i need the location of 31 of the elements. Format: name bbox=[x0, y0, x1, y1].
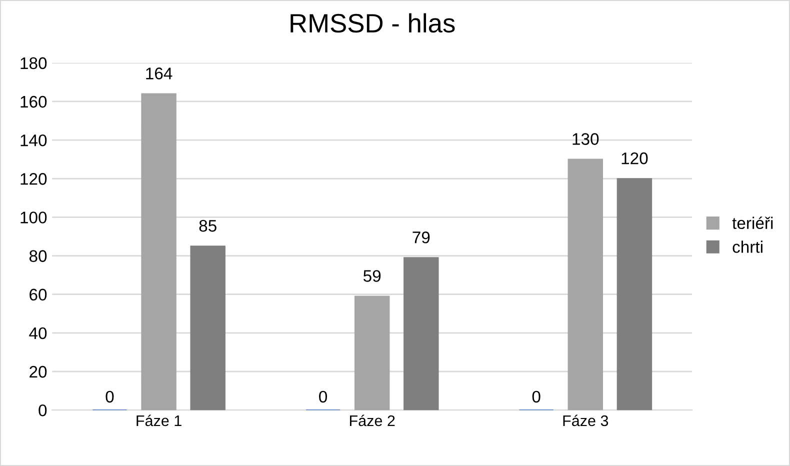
data-label: 0 bbox=[319, 390, 328, 403]
x-tick-label: Fáze 1 bbox=[136, 414, 182, 426]
bar bbox=[404, 257, 439, 410]
x-tick-label: Fáze 2 bbox=[350, 414, 395, 426]
data-label: 0 bbox=[532, 390, 540, 403]
y-tick-label: 100 bbox=[20, 212, 47, 224]
y-tick-label: 0 bbox=[38, 404, 47, 416]
data-label: 85 bbox=[199, 220, 216, 232]
y-tick-label: 180 bbox=[20, 57, 47, 70]
data-label: 120 bbox=[622, 152, 648, 164]
y-tick-label: 120 bbox=[20, 173, 47, 185]
y-tick-label: 160 bbox=[20, 96, 47, 108]
x-tick-label: Fáze 3 bbox=[563, 414, 608, 426]
data-label: 59 bbox=[363, 270, 381, 282]
y-tick-label: 80 bbox=[29, 250, 47, 262]
bar bbox=[190, 246, 226, 410]
bar bbox=[354, 296, 390, 410]
data-label: 164 bbox=[146, 68, 172, 80]
legend-label: teriéři bbox=[732, 216, 773, 230]
bar bbox=[141, 93, 176, 410]
data-label: 79 bbox=[412, 232, 430, 244]
y-tick-label: 60 bbox=[30, 288, 47, 301]
chart-title: RMSSD - hlas bbox=[290, 13, 455, 33]
y-tick-label: 40 bbox=[29, 327, 47, 340]
bar bbox=[568, 158, 604, 410]
data-label: 0 bbox=[106, 390, 114, 403]
bar bbox=[616, 178, 652, 410]
y-tick-label: 20 bbox=[30, 366, 47, 378]
data-label: 130 bbox=[572, 133, 599, 145]
legend-label: chrti bbox=[732, 240, 762, 253]
y-tick-label: 140 bbox=[20, 134, 47, 146]
